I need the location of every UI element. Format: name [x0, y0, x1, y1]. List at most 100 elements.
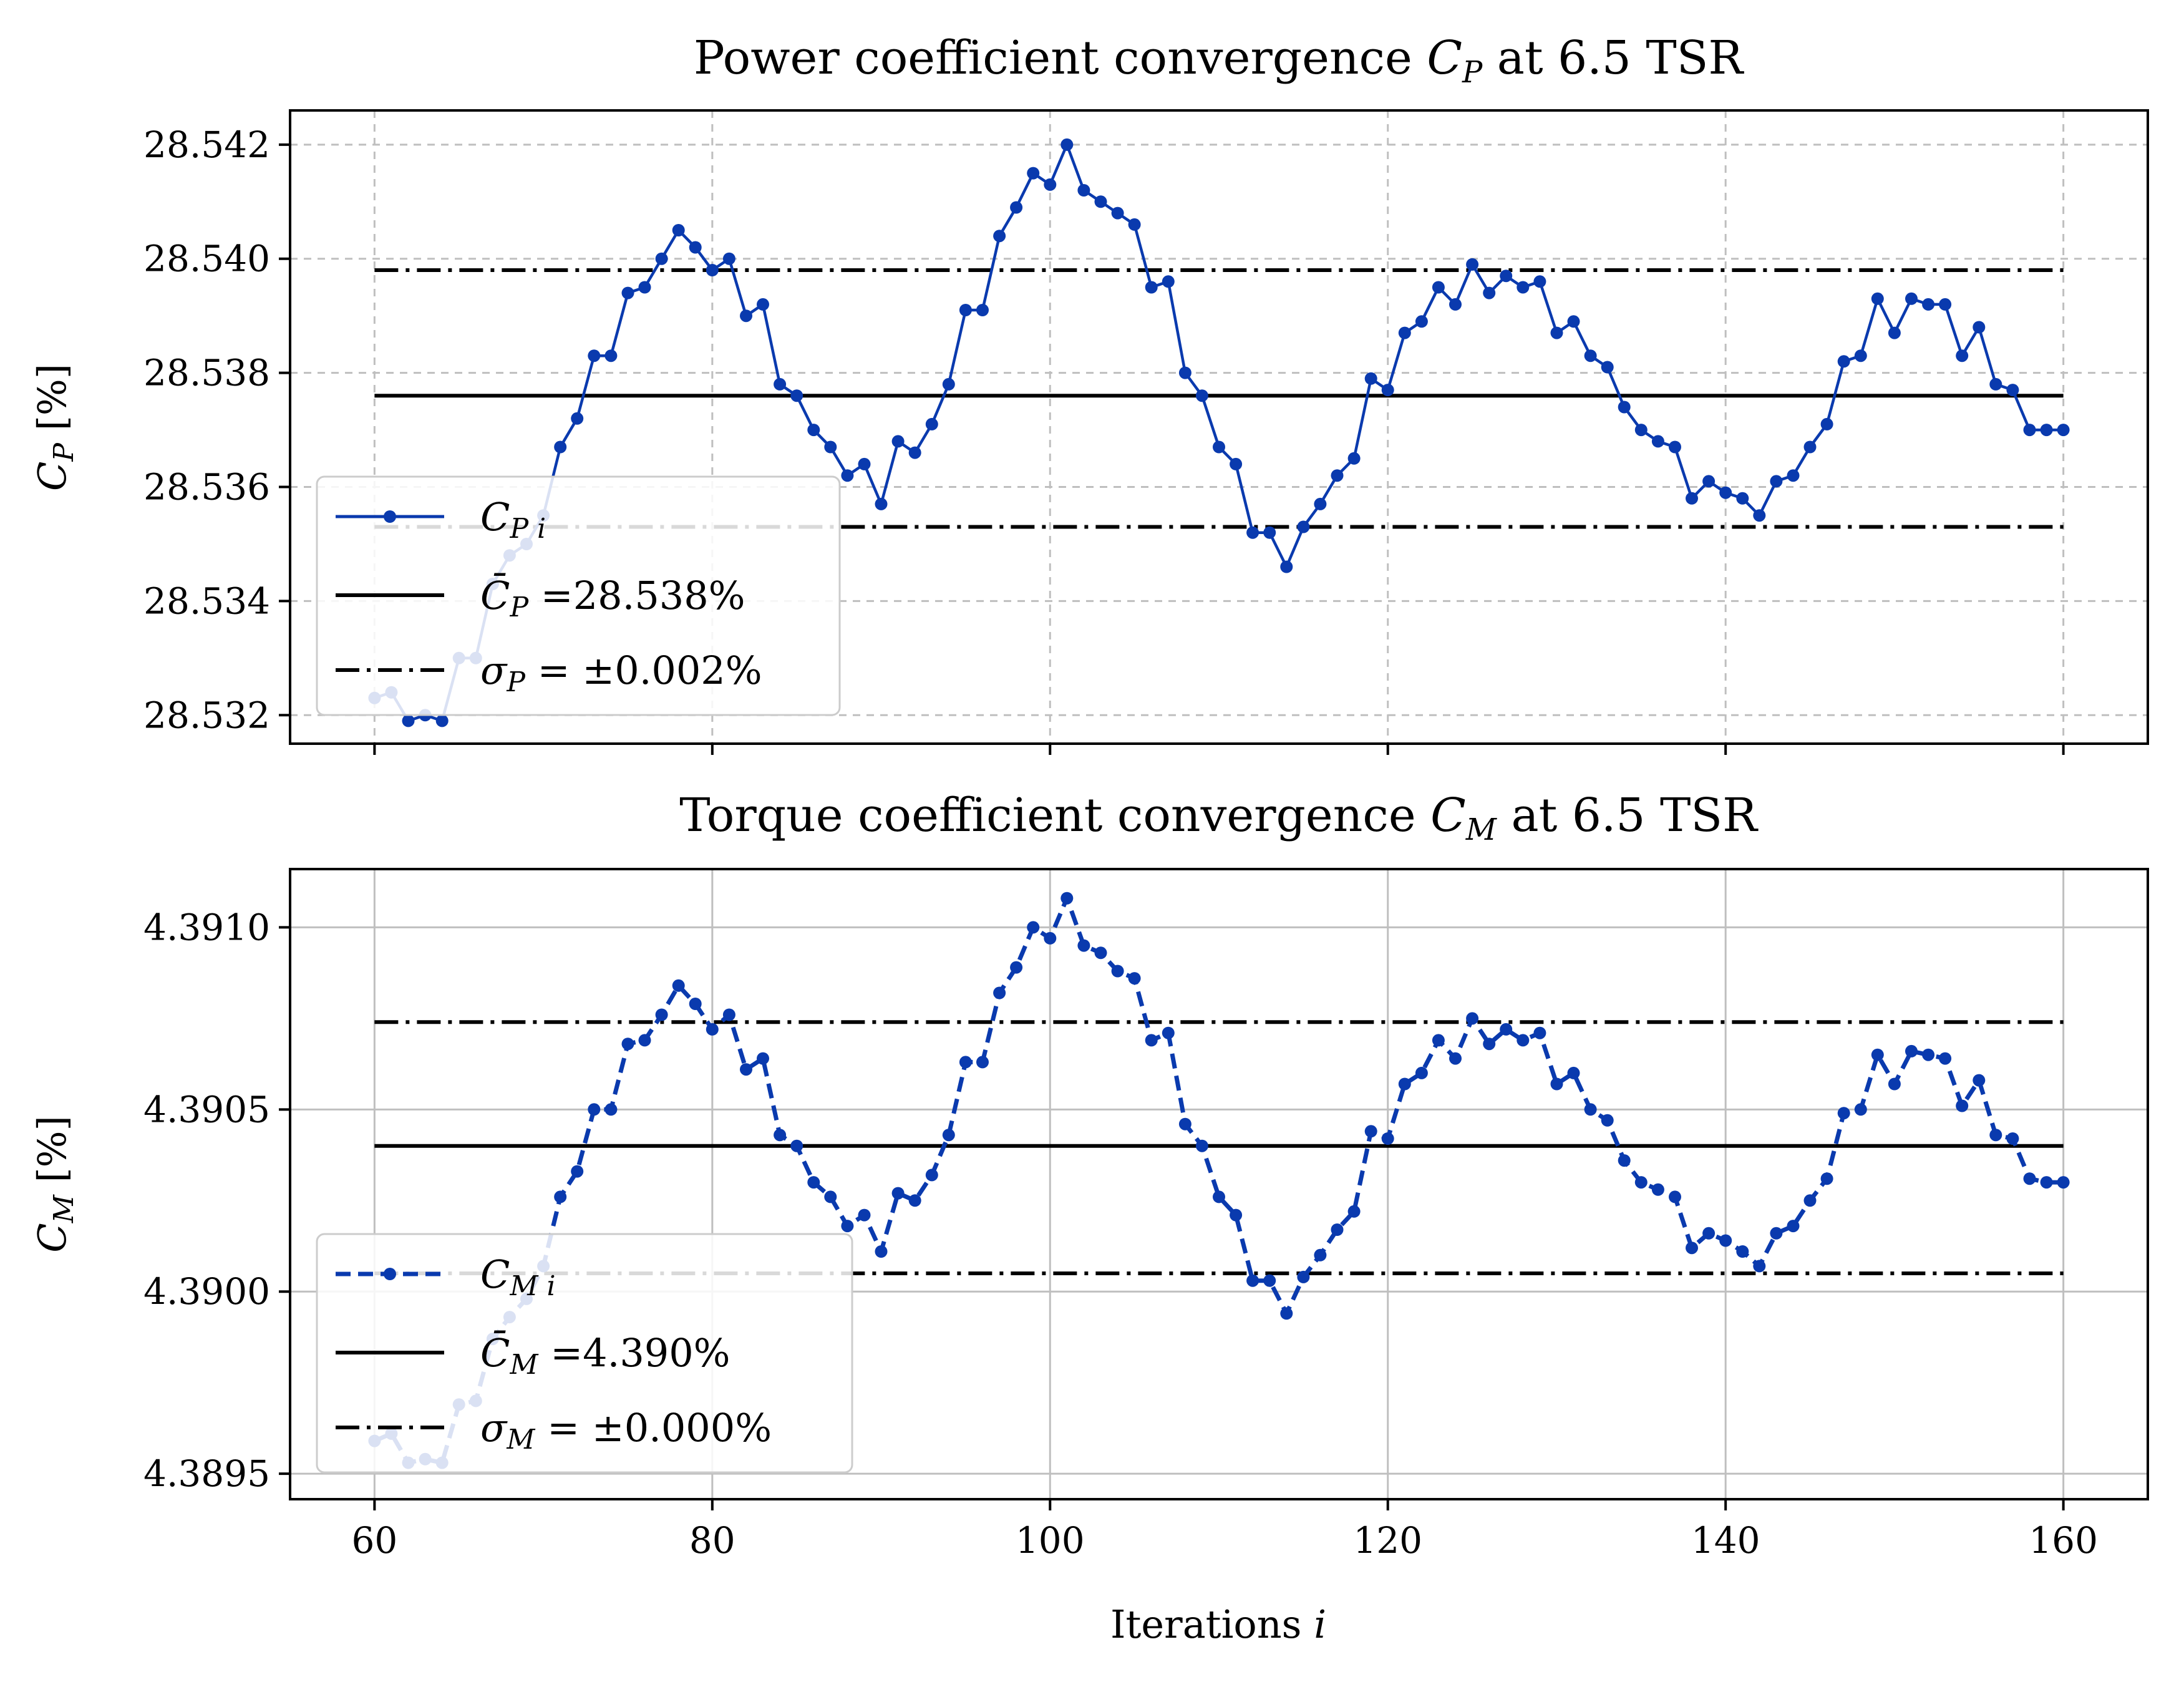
data-point: [824, 1190, 837, 1203]
data-point: [1905, 292, 1918, 305]
data-point: [1719, 486, 1732, 499]
data-point: [1973, 321, 1986, 334]
data-point: [807, 1176, 820, 1189]
data-point: [1618, 401, 1631, 414]
data-point: [672, 979, 685, 992]
data-point: [1618, 1154, 1631, 1167]
legend-series-label: CP i: [480, 494, 546, 545]
data-point: [976, 1056, 989, 1069]
data-point: [2023, 1172, 2036, 1185]
y-tick-label: 28.534: [143, 580, 270, 622]
data-point: [1550, 1077, 1563, 1091]
y-tick-label: 28.532: [143, 694, 270, 736]
data-point: [554, 1190, 567, 1203]
data-point: [1550, 326, 1563, 339]
data-point: [1686, 1242, 1698, 1255]
data-point: [1128, 218, 1141, 231]
grid-lines: [290, 869, 2148, 1499]
x-ticks: [373, 744, 2065, 755]
data-point: [1331, 469, 1344, 482]
data-point: [875, 497, 888, 510]
reference-lines: [374, 1020, 2064, 1276]
panel-title: Torque coefficient convergence CM at 6.5…: [679, 789, 1759, 847]
y-axis-label: CP [%]: [29, 364, 80, 491]
data-point: [1347, 452, 1361, 465]
data-point: [621, 1038, 634, 1051]
data-point: [1432, 281, 1445, 294]
data-point: [655, 252, 668, 265]
data-point: [1213, 1190, 1225, 1203]
data-point: [1364, 1125, 1377, 1138]
data-point: [1500, 1023, 1513, 1036]
data-point: [689, 241, 702, 254]
legend-mean-label: C̄M =4.390%: [480, 1330, 730, 1381]
data-point: [1753, 509, 1766, 522]
data-point: [2040, 1176, 2053, 1189]
data-point: [740, 1063, 752, 1076]
data-point: [1837, 355, 1850, 368]
data-point: [1567, 315, 1580, 328]
data-point: [1364, 372, 1377, 385]
data-point: [1263, 526, 1276, 539]
data-point: [1280, 560, 1293, 573]
panel-title: Power coefficient convergence CP at 6.5 …: [694, 31, 1745, 90]
y-axis-label: CM [%]: [29, 1116, 80, 1253]
data-point: [1398, 326, 1411, 339]
legend-series-marker: [384, 510, 396, 523]
data-point: [1381, 384, 1394, 397]
data-point: [1044, 178, 1057, 191]
data-point: [807, 424, 820, 437]
data-point: [1939, 1052, 1952, 1065]
data-point: [1634, 1176, 1648, 1189]
x-axis-label: Iterations i: [1110, 1602, 1326, 1647]
data-point: [402, 714, 415, 727]
data-point: [571, 1165, 584, 1178]
data-point: [1651, 435, 1664, 448]
data-point: [1230, 1208, 1243, 1222]
data-point: [2006, 384, 2019, 397]
data-point: [1381, 1132, 1394, 1145]
data-point: [1702, 475, 1716, 488]
data-point: [959, 1056, 972, 1069]
data-point: [2057, 1176, 2070, 1189]
data-point: [1145, 281, 1158, 294]
data-point: [1651, 1183, 1664, 1196]
data-point: [638, 281, 651, 294]
data-point: [976, 304, 989, 316]
data-point: [1178, 1117, 1191, 1130]
data-point: [672, 224, 685, 236]
data-point: [1922, 298, 1935, 311]
data-point: [1871, 1048, 1884, 1061]
data-point: [722, 1008, 735, 1021]
data-point: [1483, 1038, 1496, 1051]
data-point: [1398, 1077, 1411, 1091]
data-point: [655, 1008, 668, 1021]
legend-std-label: σP = ±0.002%: [480, 648, 762, 698]
y-tick-label: 4.3905: [143, 1088, 270, 1130]
data-point: [1989, 1129, 2002, 1142]
data-point: [1415, 315, 1428, 328]
data-point: [1854, 349, 1867, 362]
legend-box: [316, 1233, 853, 1474]
data-point: [993, 986, 1006, 999]
data-point: [891, 1187, 905, 1200]
data-point: [1787, 469, 1800, 482]
y-tick-label: 4.3900: [143, 1270, 270, 1313]
data-point: [1820, 1172, 1833, 1185]
data-point: [790, 389, 803, 402]
data-point: [1702, 1227, 1716, 1240]
legend-box: [316, 475, 841, 716]
data-point: [1432, 1034, 1445, 1047]
data-point: [1803, 440, 1817, 454]
y-ticks: 28.532 28.534 28.536 28.538 28.540 28.542: [143, 124, 290, 736]
legend-series-marker: [384, 1268, 396, 1280]
data-point: [1956, 1099, 1969, 1112]
data-point: [1584, 349, 1597, 362]
data-point: [1027, 167, 1040, 180]
y-tick-label: 28.540: [143, 238, 270, 280]
data-point: [1601, 1114, 1614, 1127]
data-point: [1736, 1245, 1749, 1258]
data-point: [1567, 1066, 1580, 1079]
reference-lines: [374, 268, 2064, 529]
data-point: [1601, 361, 1614, 374]
